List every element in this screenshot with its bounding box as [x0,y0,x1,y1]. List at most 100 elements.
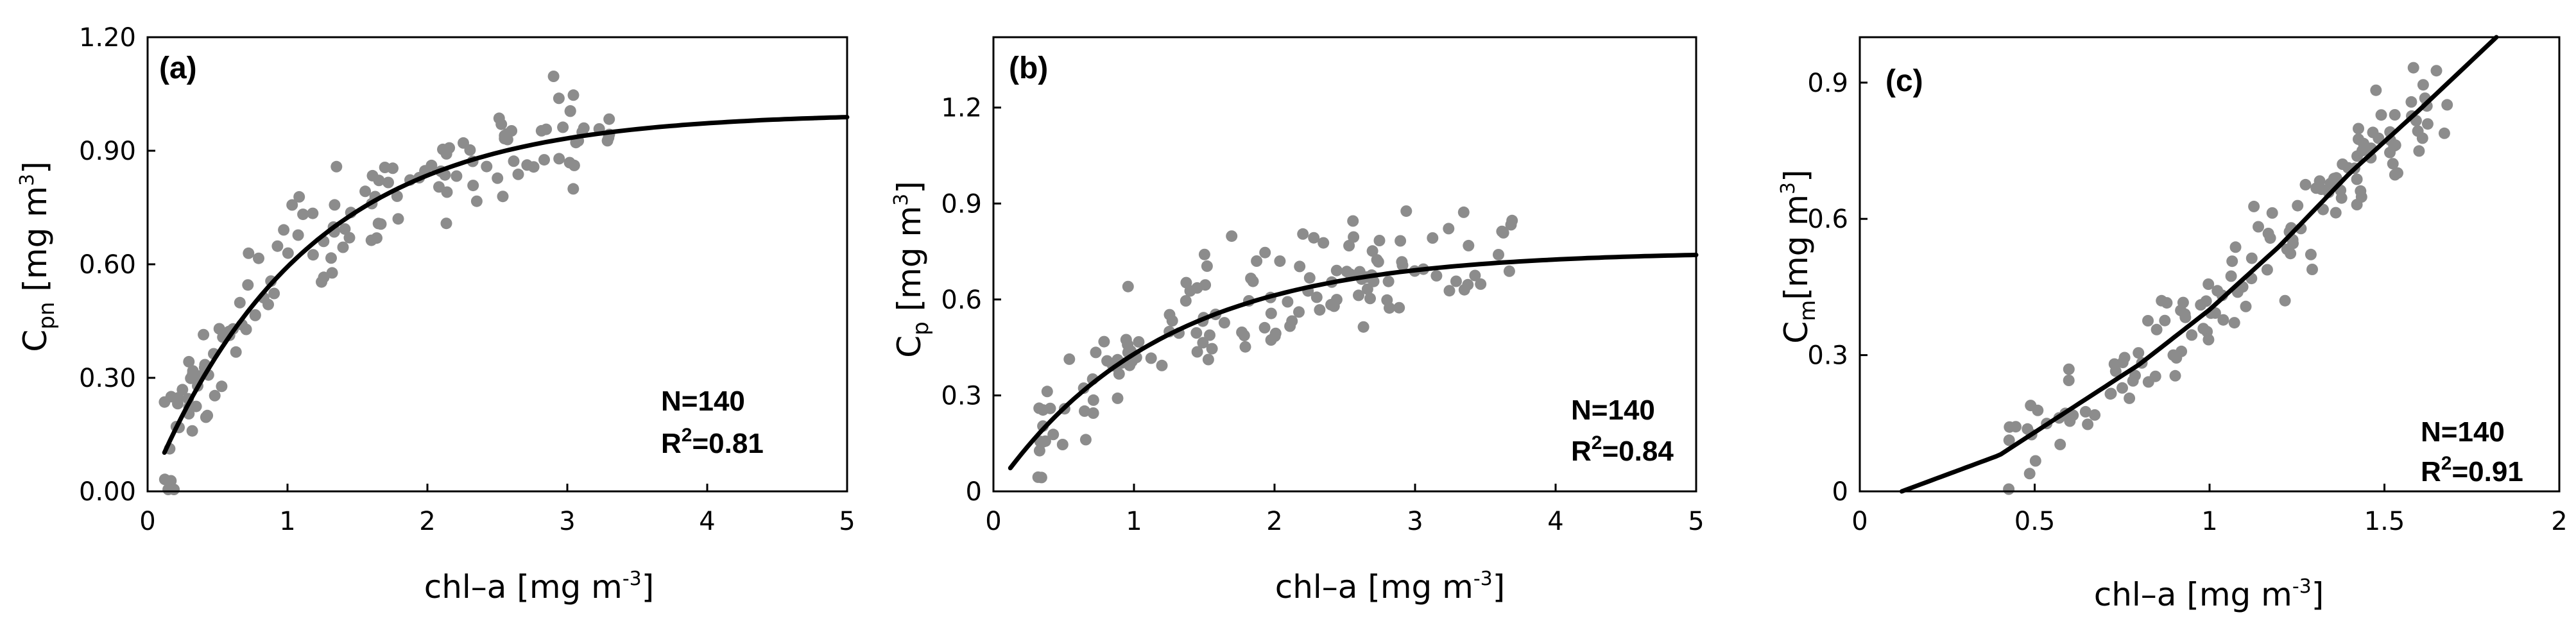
scatter-point [337,241,349,253]
scatter-point [2261,264,2273,276]
scatter-point [2438,127,2450,139]
scatter-point [2253,221,2264,233]
y-tick-label: 0.00 [79,477,136,507]
scatter-point [1318,237,1330,249]
scatter-point [2441,99,2453,111]
scatter-point [307,249,319,261]
scatter-point [2197,323,2210,335]
scatter-point [1496,225,1508,237]
scatter-point [2176,345,2188,357]
scatter-point [1033,402,1045,414]
scatter-point [481,160,493,173]
scatter-point [521,159,533,171]
scatter-point [1282,296,1294,308]
panel-c: 0 0.5 1 1.5 2 0 0.3 0.6 0.9 (c) N=140 R2=0.91 c… [1777,35,2568,613]
scatter-point [2430,65,2443,77]
scatter-point [2029,455,2041,467]
panel-b-x-ticks: 0 1 2 3 4 5 [985,484,1704,536]
scatter-point [1372,256,1384,268]
scatter-point [293,191,305,203]
scatter-point [2063,363,2075,375]
y-tick-label: 0.3 [1807,341,1848,371]
scatter-point [1236,327,1248,338]
panel-a-plot-frame [146,36,848,493]
scatter-point [325,252,337,264]
scatter-point [1202,353,1214,366]
scatter-point [2226,255,2238,267]
x-tick-label: 3 [559,507,575,536]
y-tick-label: 0.6 [941,285,982,315]
scatter-point [1166,315,1178,327]
scatter-point [1503,265,1515,277]
panel-c-y-axis-label: Cm[mg m3] [1777,169,1821,343]
scatter-point [2023,468,2036,480]
scatter-point [1041,386,1053,398]
scatter-point [1393,301,1405,314]
scatter-point [1463,239,1475,251]
scatter-point [282,247,294,259]
scatter-point [2124,392,2136,404]
scatter-point [278,224,290,236]
scatter-point [557,121,569,133]
y-tick-label: 0 [1832,477,1848,507]
scatter-point [2225,270,2237,282]
scatter-point [2417,79,2429,91]
scatter-point [437,143,449,155]
scatter-point [2159,314,2171,327]
scatter-point [1087,407,1099,419]
x-tick-label: 2 [419,507,435,536]
scatter-point [2337,158,2349,170]
scatter-point [1430,269,1443,282]
scatter-point [209,389,221,402]
scatter-point [176,384,189,396]
scatter-point [1462,278,1474,291]
panel-a-points [159,71,615,495]
scatter-point [508,155,520,167]
scatter-point [553,92,565,105]
scatter-point [1427,232,1439,244]
scatter-point [425,159,438,171]
scatter-point [1361,283,1373,295]
x-tick-label: 5 [839,507,855,536]
scatter-point [2133,347,2145,359]
scatter-point [1190,327,1203,339]
scatter-point [2054,438,2066,450]
scatter-point [2245,252,2258,264]
scatter-point [379,162,391,173]
scatter-point [1056,439,1069,450]
scatter-point [165,391,177,403]
scatter-point [1400,205,1413,217]
scatter-point [198,328,210,341]
scatter-point [2003,483,2015,495]
scatter-point [2306,264,2318,275]
scatter-point [603,113,615,125]
scatter-point [234,296,246,309]
y-tick-label: 0.6 [1807,205,1848,234]
panel-b-r2-label: R2=0.84 [1571,432,1674,467]
scatter-point [564,105,576,117]
scatter-point [1239,341,1251,353]
scatter-point [563,157,576,169]
scatter-point [1206,343,1218,355]
scatter-point [1063,353,1076,365]
scatter-point [391,190,403,202]
scatter-point [470,195,483,207]
scatter-point [249,309,261,321]
scatter-point [331,160,343,173]
panel-b-n-label: N=140 [1571,395,1655,426]
scatter-point [190,400,202,412]
scatter-point [2421,118,2434,130]
scatter-point [2248,200,2260,212]
y-tick-label: 0.9 [1807,69,1848,98]
scatter-point [1122,280,1134,293]
panel-c-x-axis-label: chl–a [mg m-3] [2094,575,2324,613]
y-tick-label: 1.2 [941,94,982,123]
scatter-point [271,240,284,252]
scatter-point [1347,215,1359,227]
scatter-point [2179,308,2191,320]
y-tick-label: 0.30 [79,364,136,393]
scatter-point [359,185,372,198]
scatter-point [2264,232,2276,244]
scatter-point [2217,314,2229,326]
scatter-point [2305,248,2317,260]
